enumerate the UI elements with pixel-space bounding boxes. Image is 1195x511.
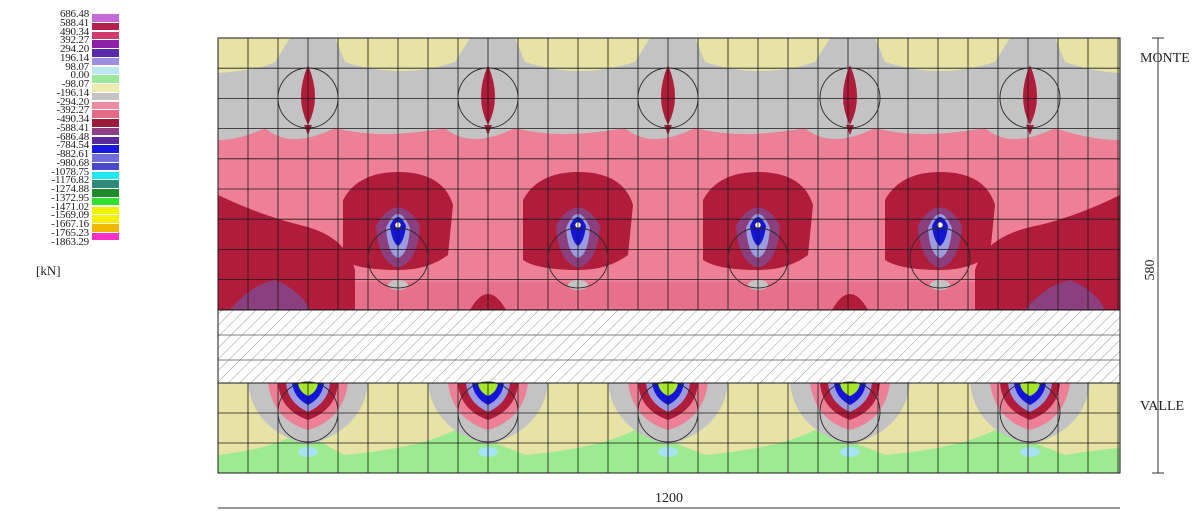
legend-value: -588.41: [56, 121, 89, 134]
pile-spike: [832, 294, 868, 310]
mid-stress-core: [932, 217, 948, 246]
legend-value: -1471.02: [51, 200, 89, 213]
legend-swatch: [92, 154, 119, 162]
legend-swatch: [92, 66, 119, 74]
pile-circle: [457, 67, 519, 129]
legend-swatch: [92, 31, 119, 39]
legend-swatch: [92, 127, 119, 136]
legend-value: -196.14: [56, 86, 89, 99]
legend-swatch: [92, 84, 119, 92]
legend-value: -882.61: [56, 148, 89, 160]
legend-swatch: [92, 232, 119, 241]
legend-unit: [kN]: [36, 263, 61, 278]
legend-swatch: [92, 57, 119, 66]
legend-value: 490.34: [59, 25, 89, 38]
width-dimension-value: 1200: [655, 491, 683, 506]
legend-swatch: [92, 40, 119, 48]
mid-stress-shadow: [930, 280, 950, 290]
legend-value: -1863.29: [51, 235, 89, 248]
pile-circle: [999, 67, 1061, 129]
pile-circle: [727, 227, 789, 289]
legend-value: -1274.88: [51, 183, 89, 195]
pile-circle: [637, 67, 699, 129]
legend-swatch: [92, 110, 119, 118]
legend-swatch: [92, 75, 119, 83]
pile-circle: [547, 227, 609, 289]
pile-circle: [367, 227, 429, 289]
legend-swatch: [92, 22, 119, 31]
legend-value: -1569.09: [51, 209, 89, 222]
pile-stress-top: [1023, 65, 1037, 125]
legend-swatch: [92, 215, 119, 223]
bottom-stress-green: [1020, 383, 1040, 396]
legend-swatch: [92, 197, 119, 206]
pile-circle: [909, 227, 971, 289]
legend-value: -1765.23: [51, 226, 89, 239]
pile-circle: [457, 381, 519, 443]
legend-swatch: [92, 145, 119, 153]
legend-value: -1667.16: [51, 218, 89, 230]
contour-fields: [218, 38, 1120, 473]
height-dimension-value: 580: [1143, 260, 1158, 281]
legend-value: 0.00: [70, 69, 90, 82]
pile-circle: [819, 67, 881, 129]
color-legend: 686.48 588.41 490.34 392.27 294.20 196.14 98.0…: [0, 0, 120, 290]
legend-swatch: [92, 136, 119, 144]
legend-value: -1372.95: [51, 191, 89, 204]
hatched-slab: [218, 310, 1120, 383]
legend-value: -686.48: [56, 130, 89, 143]
legend-value: -1176.82: [51, 174, 90, 187]
legend-value: -294.20: [56, 95, 89, 108]
bottom-stress-green: [840, 383, 860, 396]
legend-value: 294.20: [59, 43, 89, 55]
pile-circle: [277, 381, 339, 443]
legend-value: 98.07: [65, 60, 89, 73]
legend-value: 588.41: [59, 16, 89, 29]
pile-circle: [277, 67, 339, 129]
legend-swatch: [92, 180, 119, 188]
pile-circle: [637, 381, 699, 443]
legend-swatch: [92, 171, 119, 179]
legend-swatch: [92, 224, 119, 232]
legend-swatch: [92, 101, 119, 109]
legend-value: -1078.75: [51, 165, 89, 178]
bottom-stress-cyan: [840, 447, 860, 457]
legend-swatch: [92, 92, 119, 101]
legend-swatch: [92, 189, 119, 197]
plot-border: [217, 37, 1121, 474]
pile-circle: [999, 381, 1061, 443]
pile-stress-top: [843, 65, 857, 125]
legend-value: -784.54: [56, 139, 89, 152]
legend-value: -98.07: [61, 78, 89, 90]
legend-value: 392.27: [59, 34, 89, 47]
label-monte: MONTE: [1140, 51, 1190, 66]
legend-swatch: [92, 162, 119, 171]
legend-value: -980.68: [56, 156, 89, 169]
pile-circle: [819, 381, 881, 443]
height-dimension: [1152, 37, 1164, 474]
legend-value: -392.27: [56, 104, 89, 117]
label-valle: VALLE: [1140, 399, 1184, 414]
legend-swatch: [92, 206, 119, 214]
legend-value: -490.34: [56, 113, 89, 125]
bottom-stress-cyan: [1020, 447, 1040, 457]
legend-swatch: [92, 49, 119, 57]
legend-value: 686.48: [59, 8, 89, 20]
legend-swatch: [92, 14, 119, 22]
legend-value: 196.14: [59, 51, 89, 64]
legend-swatch: [92, 119, 119, 127]
